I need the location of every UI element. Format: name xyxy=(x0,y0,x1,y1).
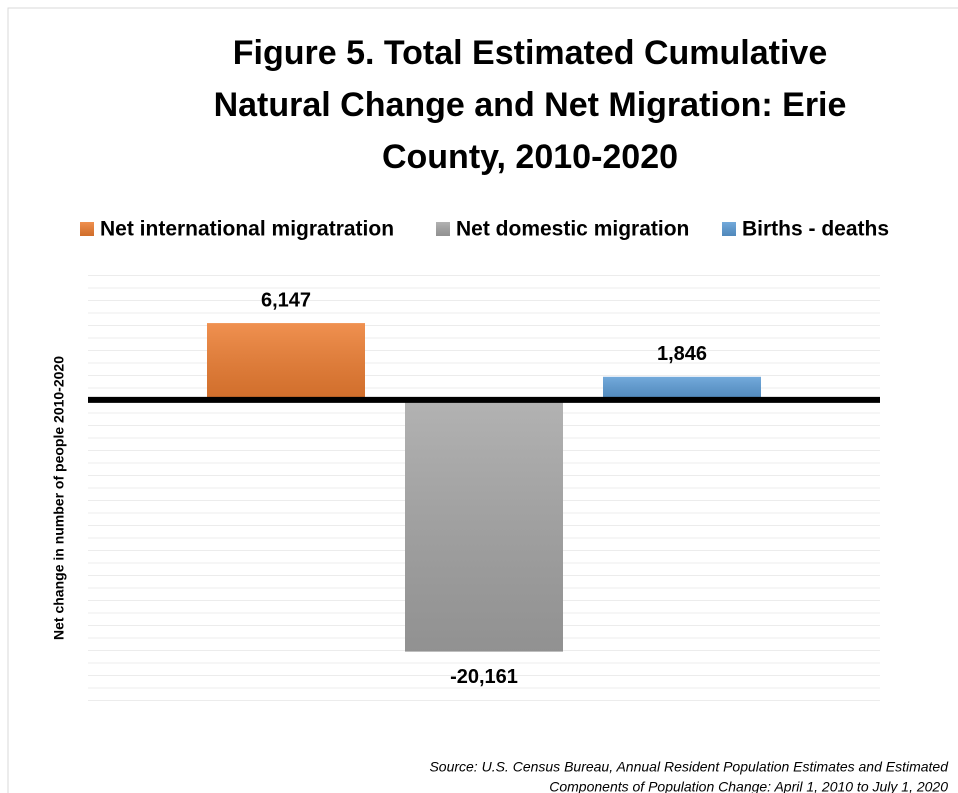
bar-shade xyxy=(603,376,761,400)
bar-shade xyxy=(207,323,365,400)
source-note: Source: U.S. Census Bureau, Annual Resid… xyxy=(429,759,949,775)
frame xyxy=(7,7,958,793)
data-label: -20,161 xyxy=(450,666,518,688)
legend-label: Net international migratration xyxy=(100,218,394,241)
y-axis-label: Net change in number of people 2010-2020 xyxy=(51,356,67,640)
legend-swatch-shade xyxy=(722,222,736,236)
legend-swatch-shade xyxy=(80,222,94,236)
legend-swatch-shade xyxy=(436,222,450,236)
chart-title: County, 2010-2020 xyxy=(382,138,678,176)
data-label: 1,846 xyxy=(657,343,707,365)
chart-title: Figure 5. Total Estimated Cumulative xyxy=(233,34,828,72)
source-note: Components of Population Change: April 1… xyxy=(549,779,948,793)
legend-label: Births - deaths xyxy=(742,218,889,241)
chart-title: Natural Change and Net Migration: Erie xyxy=(214,86,847,124)
bar-shade xyxy=(405,399,563,652)
data-label: 6,147 xyxy=(261,289,311,311)
legend-label: Net domestic migration xyxy=(456,218,689,241)
